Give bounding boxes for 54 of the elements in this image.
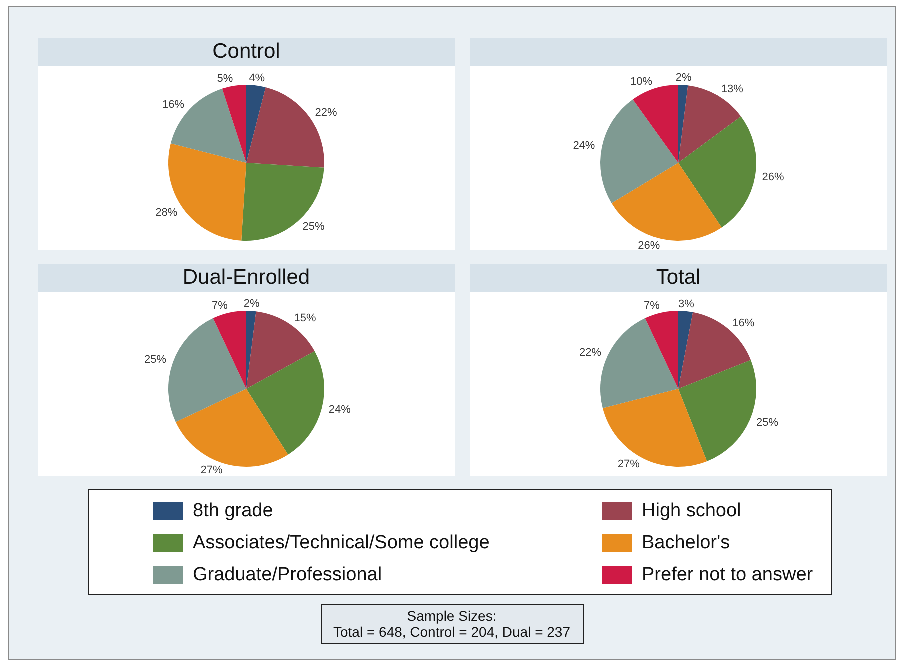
pie-slice	[242, 163, 324, 241]
legend-label: High school	[642, 500, 742, 522]
pie-slice	[678, 86, 742, 163]
data-label: 25%	[302, 220, 325, 233]
chart-title: Total	[656, 266, 701, 289]
pie-slice	[678, 85, 688, 163]
pie-slice	[678, 311, 694, 389]
data-label: 3%	[678, 298, 695, 310]
data-label: 27%	[200, 464, 223, 477]
legend-label: 8th grade	[193, 500, 274, 522]
legend-label: Prefer not to answer	[642, 564, 814, 586]
data-label: 2%	[676, 72, 692, 84]
pie-slice	[168, 318, 246, 422]
data-label: 7%	[212, 300, 228, 312]
pie-slice	[612, 163, 722, 241]
chart-title: Dual-Enrolled	[182, 266, 310, 289]
pie-slice	[246, 351, 324, 455]
data-label: 24%	[328, 404, 352, 416]
pie-slice	[633, 85, 678, 163]
data-label: 28%	[156, 206, 178, 219]
legend-label: Bachelor's	[642, 532, 730, 554]
pie-slice	[600, 318, 678, 408]
data-label: 22%	[315, 107, 338, 120]
chart-title: Control	[212, 40, 280, 63]
pie-slice	[246, 311, 256, 389]
data-label: 16%	[732, 318, 755, 330]
pie-slice	[246, 312, 315, 389]
data-label: 2%	[244, 298, 260, 310]
data-label: 10%	[630, 76, 653, 88]
data-label: 4%	[249, 72, 266, 85]
data-label: 26%	[638, 240, 660, 252]
data-label: 27%	[618, 458, 640, 471]
data-label: 25%	[756, 416, 779, 429]
data-label: 5%	[217, 73, 234, 86]
pie-slice	[213, 311, 246, 389]
data-label: 26%	[762, 171, 784, 184]
data-label: 13%	[721, 84, 744, 96]
legend-label: Graduate/Professional	[193, 564, 382, 586]
pie-slice	[246, 85, 266, 163]
pie-slice	[678, 116, 756, 228]
data-label: 15%	[294, 312, 317, 325]
pie-slice	[600, 100, 678, 204]
data-label: 7%	[644, 300, 660, 312]
data-label: 22%	[580, 346, 602, 359]
pie-slice	[176, 389, 288, 467]
data-label: 16%	[162, 98, 185, 111]
pie-slice	[645, 311, 678, 389]
legend-label: Associates/Technical/Some college	[193, 532, 490, 554]
pie-slice	[602, 389, 708, 467]
data-label: 24%	[573, 140, 596, 152]
text: Sample Sizes: Total = 648, Control = 204, Dual = 237	[334, 608, 570, 640]
data-label: 25%	[144, 354, 167, 366]
pie-slice	[222, 85, 246, 163]
pie-slice	[678, 360, 756, 462]
